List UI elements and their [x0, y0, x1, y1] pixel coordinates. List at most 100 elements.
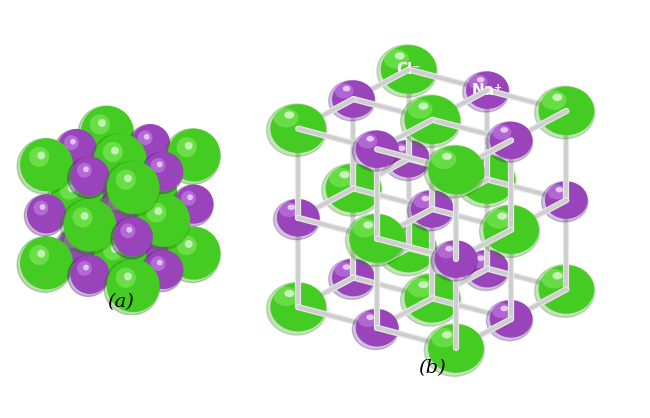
Circle shape	[107, 259, 160, 312]
Ellipse shape	[466, 71, 509, 109]
Circle shape	[129, 223, 170, 264]
Ellipse shape	[404, 95, 460, 144]
Circle shape	[133, 175, 153, 195]
Circle shape	[94, 232, 147, 285]
Ellipse shape	[408, 190, 454, 231]
Ellipse shape	[413, 193, 432, 208]
Ellipse shape	[411, 190, 454, 228]
Ellipse shape	[284, 111, 294, 119]
Circle shape	[70, 157, 109, 196]
Ellipse shape	[489, 122, 532, 159]
Ellipse shape	[384, 227, 409, 247]
Circle shape	[107, 196, 122, 211]
Circle shape	[111, 245, 119, 253]
Circle shape	[111, 218, 152, 259]
Ellipse shape	[404, 274, 460, 323]
Circle shape	[20, 138, 73, 191]
Ellipse shape	[395, 52, 405, 59]
Ellipse shape	[538, 265, 594, 314]
Ellipse shape	[556, 187, 564, 192]
Ellipse shape	[377, 223, 437, 276]
Ellipse shape	[329, 80, 375, 121]
Ellipse shape	[469, 74, 488, 89]
Circle shape	[70, 255, 109, 294]
Ellipse shape	[349, 214, 405, 263]
Ellipse shape	[284, 290, 294, 297]
Circle shape	[94, 168, 109, 183]
Circle shape	[168, 129, 220, 181]
Circle shape	[124, 174, 132, 182]
Circle shape	[72, 207, 92, 227]
Ellipse shape	[541, 90, 567, 110]
Circle shape	[146, 202, 166, 222]
Ellipse shape	[428, 145, 484, 194]
Ellipse shape	[492, 125, 512, 140]
Circle shape	[29, 147, 49, 167]
Ellipse shape	[381, 224, 436, 273]
Circle shape	[172, 185, 213, 226]
Circle shape	[122, 166, 177, 222]
Circle shape	[98, 119, 106, 127]
Ellipse shape	[456, 155, 516, 207]
Ellipse shape	[358, 312, 377, 327]
Ellipse shape	[463, 250, 509, 291]
Circle shape	[114, 217, 153, 256]
Ellipse shape	[422, 196, 429, 201]
Circle shape	[81, 212, 88, 220]
Ellipse shape	[476, 255, 484, 261]
Ellipse shape	[352, 131, 398, 171]
Circle shape	[68, 157, 109, 198]
Circle shape	[47, 171, 103, 227]
Ellipse shape	[541, 181, 588, 222]
Circle shape	[40, 204, 46, 210]
Circle shape	[131, 222, 170, 261]
Ellipse shape	[274, 108, 298, 127]
Ellipse shape	[277, 199, 320, 237]
Circle shape	[107, 161, 160, 214]
Circle shape	[131, 124, 170, 163]
Ellipse shape	[367, 136, 374, 142]
Ellipse shape	[484, 205, 539, 254]
Ellipse shape	[408, 99, 432, 119]
Circle shape	[81, 204, 134, 257]
Ellipse shape	[329, 259, 375, 299]
Circle shape	[154, 207, 162, 215]
Ellipse shape	[480, 205, 540, 257]
Ellipse shape	[460, 155, 515, 204]
Ellipse shape	[552, 94, 562, 101]
Circle shape	[68, 255, 109, 296]
Circle shape	[126, 227, 132, 233]
Ellipse shape	[486, 300, 532, 341]
Circle shape	[103, 142, 123, 162]
Ellipse shape	[535, 86, 595, 139]
Ellipse shape	[387, 140, 430, 178]
Circle shape	[141, 179, 150, 187]
Ellipse shape	[547, 184, 567, 199]
Ellipse shape	[538, 87, 594, 135]
Circle shape	[90, 114, 110, 135]
Text: (a): (a)	[107, 293, 134, 311]
Ellipse shape	[389, 143, 409, 158]
Circle shape	[37, 152, 46, 160]
Circle shape	[144, 152, 183, 191]
Ellipse shape	[552, 272, 562, 279]
Ellipse shape	[476, 77, 484, 82]
Ellipse shape	[356, 309, 398, 347]
Ellipse shape	[367, 314, 374, 320]
Ellipse shape	[419, 102, 428, 110]
Ellipse shape	[541, 269, 567, 288]
Circle shape	[94, 133, 147, 186]
Circle shape	[55, 228, 96, 269]
Ellipse shape	[497, 212, 507, 220]
Circle shape	[164, 129, 220, 184]
Ellipse shape	[398, 145, 406, 151]
Circle shape	[151, 256, 166, 271]
Circle shape	[120, 223, 135, 238]
Circle shape	[88, 162, 127, 201]
Circle shape	[164, 227, 220, 283]
Circle shape	[60, 199, 116, 255]
Ellipse shape	[428, 324, 484, 373]
Ellipse shape	[474, 162, 484, 169]
Ellipse shape	[279, 202, 298, 217]
Ellipse shape	[270, 104, 326, 153]
